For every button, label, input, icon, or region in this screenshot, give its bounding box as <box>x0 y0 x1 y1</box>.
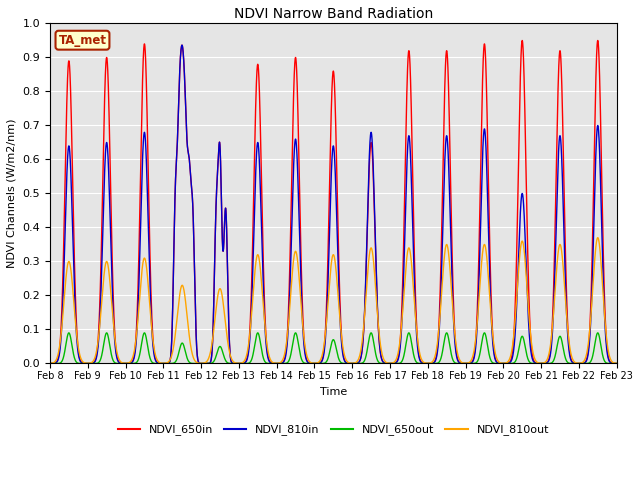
NDVI_810out <box>501 360 509 366</box>
Y-axis label: NDVI Channels (W/m2/nm): NDVI Channels (W/m2/nm) <box>7 119 17 268</box>
NDVI_810out <box>408 263 415 268</box>
NDVI_810out <box>472 335 480 340</box>
NDVI_650in <box>518 37 526 43</box>
NDVI_810out <box>594 235 602 240</box>
NDVI_810out <box>488 315 495 321</box>
NDVI_810in <box>201 360 209 366</box>
NDVI_650in <box>502 360 509 366</box>
NDVI_810in <box>76 357 83 362</box>
Line: NDVI_650in: NDVI_650in <box>50 40 616 363</box>
NDVI_810in <box>488 315 495 321</box>
NDVI_650out <box>488 358 495 364</box>
NDVI_810in <box>509 351 517 357</box>
X-axis label: Time: Time <box>319 387 347 396</box>
Legend: NDVI_650in, NDVI_810in, NDVI_650out, NDVI_810out: NDVI_650in, NDVI_810in, NDVI_650out, NDV… <box>113 420 554 440</box>
NDVI_810out <box>46 360 54 366</box>
NDVI_650out <box>612 360 620 366</box>
NDVI_810in <box>612 360 620 366</box>
Line: NDVI_810in: NDVI_810in <box>50 45 616 363</box>
NDVI_650in <box>488 298 495 304</box>
NDVI_650out <box>502 360 509 366</box>
NDVI_650out <box>65 330 73 336</box>
Text: TA_met: TA_met <box>58 34 106 47</box>
NDVI_650in <box>76 355 83 361</box>
NDVI_810out <box>612 360 620 366</box>
NDVI_650in <box>612 360 620 366</box>
NDVI_810out <box>76 351 83 357</box>
NDVI_810out <box>509 338 517 344</box>
NDVI_650out <box>46 360 54 366</box>
NDVI_650out <box>408 341 415 347</box>
NDVI_650in <box>46 360 54 366</box>
Title: NDVI Narrow Band Radiation: NDVI Narrow Band Radiation <box>234 7 433 21</box>
NDVI_650in <box>509 342 517 348</box>
NDVI_650out <box>472 360 480 366</box>
NDVI_650out <box>76 360 83 366</box>
Line: NDVI_810out: NDVI_810out <box>50 238 616 363</box>
NDVI_650in <box>408 126 415 132</box>
NDVI_810in <box>502 360 509 366</box>
Line: NDVI_650out: NDVI_650out <box>50 333 616 363</box>
NDVI_650out <box>509 360 517 366</box>
NDVI_650in <box>201 360 209 366</box>
NDVI_810in <box>46 360 54 366</box>
NDVI_810in <box>408 191 415 196</box>
NDVI_810in <box>178 42 186 48</box>
NDVI_650in <box>472 336 480 342</box>
NDVI_810in <box>472 342 480 348</box>
